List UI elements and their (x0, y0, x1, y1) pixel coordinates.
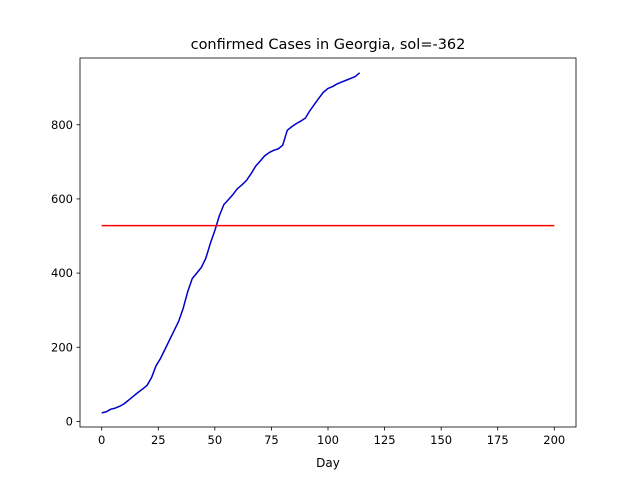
x-tick-label: 200 (543, 433, 565, 447)
x-tick-label: 175 (487, 433, 509, 447)
x-axis-label: Day (316, 456, 340, 470)
plot-area (80, 58, 576, 427)
x-tick-label: 100 (317, 433, 339, 447)
chart-title: confirmed Cases in Georgia, sol=-362 (191, 37, 466, 53)
series-layer (101, 72, 555, 414)
plot-background (80, 58, 576, 427)
x-tick-label: 0 (98, 433, 105, 447)
y-tick-label: 400 (51, 266, 73, 280)
y-tick-label: 0 (66, 414, 73, 428)
y-tick-label: 200 (51, 340, 73, 354)
x-tick-label: 25 (151, 433, 166, 447)
x-tick-label: 75 (264, 433, 279, 447)
x-tick-label: 150 (430, 433, 452, 447)
y-tick-label: 800 (51, 118, 73, 132)
axes: 0 25 50 75 100 125 150 175 200 0 200 400 600 800 (51, 57, 577, 447)
y-tick-label: 600 (51, 192, 73, 206)
x-tick-label: 125 (374, 433, 396, 447)
series-line-1 (101, 72, 361, 414)
x-tick-label: 50 (208, 433, 223, 447)
